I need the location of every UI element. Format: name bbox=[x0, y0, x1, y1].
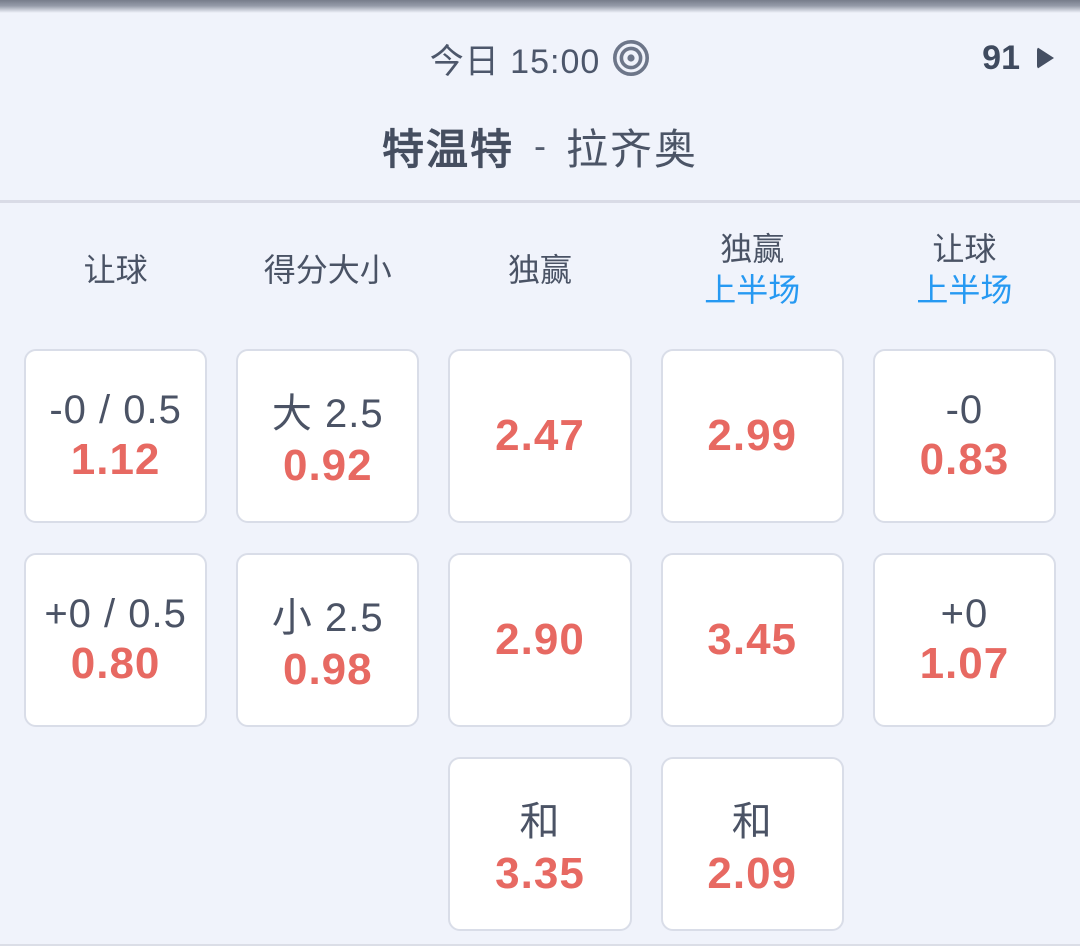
home-team-name: 特温特 bbox=[381, 125, 514, 173]
match-title: 特温特 - 拉齐奥 bbox=[0, 103, 1080, 189]
odds-line: +0 / 0.5 bbox=[44, 591, 187, 636]
market-header-handicap-first-half: 让球 上半场 bbox=[916, 231, 1013, 308]
odds-cell-handicap-fh-home[interactable]: -0 0.83 bbox=[872, 349, 1056, 523]
odds-value: 1.12 bbox=[70, 434, 161, 484]
odds-cell-moneyline-away[interactable]: 2.90 bbox=[448, 553, 632, 727]
market-headers-row: 让球 得分大小 独赢 独赢 上半场 让球 上半场 bbox=[0, 203, 1080, 323]
match-time: 今日 15:00 bbox=[429, 42, 601, 81]
odds-cell-moneyline-home[interactable]: 2.47 bbox=[448, 349, 632, 523]
odds-value: 0.98 bbox=[282, 645, 373, 694]
odds-line: 和 bbox=[731, 800, 773, 844]
odds-value: 1.07 bbox=[919, 638, 1010, 688]
odds-cell-under[interactable]: 小 2.5 0.98 bbox=[236, 553, 420, 727]
odds-value: 2.09 bbox=[707, 849, 798, 898]
odds-cell-moneyline-fh-away[interactable]: 3.45 bbox=[660, 553, 844, 727]
section-divider bbox=[0, 200, 1080, 203]
odds-cell-over[interactable]: 大 2.5 0.92 bbox=[236, 349, 420, 523]
odds-cell-handicap-away[interactable]: +0 / 0.5 0.80 bbox=[24, 553, 208, 727]
status-bar-shadow bbox=[0, 0, 1080, 13]
odds-value: 0.83 bbox=[919, 434, 1010, 484]
odds-value: 2.99 bbox=[707, 411, 798, 460]
play-arrow-icon bbox=[1037, 47, 1054, 69]
market-header-over-under: 得分大小 bbox=[263, 251, 392, 288]
odds-cell-moneyline-draw[interactable]: 和 3.35 bbox=[448, 757, 632, 931]
odds-cell-moneyline-fh-home[interactable]: 2.99 bbox=[660, 349, 844, 523]
empty-slot bbox=[24, 757, 207, 931]
market-header-handicap: 让球 bbox=[83, 251, 148, 288]
odds-value: 3.35 bbox=[495, 849, 585, 898]
odds-cell-moneyline-fh-draw[interactable]: 和 2.09 bbox=[660, 757, 844, 931]
odds-value: 0.92 bbox=[282, 441, 373, 490]
markets-count: 91 bbox=[982, 38, 1020, 77]
bottom-divider bbox=[0, 944, 1080, 946]
odds-grid: -0 / 0.5 1.12 大 2.5 0.92 2.47 2.99 -0 0.… bbox=[0, 349, 1080, 931]
away-team-name: 拉齐奥 bbox=[566, 125, 699, 173]
odds-line: 大 2.5 bbox=[271, 392, 384, 436]
empty-slot bbox=[236, 757, 419, 931]
odds-value: 2.47 bbox=[495, 411, 585, 460]
bullseye-icon bbox=[613, 39, 650, 77]
more-markets-button[interactable]: 91 bbox=[982, 13, 1054, 103]
odds-line: -0 / 0.5 bbox=[49, 387, 182, 432]
odds-value: 3.45 bbox=[707, 615, 798, 664]
odds-line: -0 bbox=[945, 387, 984, 432]
odds-line: +0 bbox=[940, 591, 989, 636]
market-header-moneyline-first-half: 独赢 上半场 bbox=[704, 231, 801, 308]
market-header-moneyline: 独赢 bbox=[507, 251, 572, 288]
match-time-row: 今日 15:00 91 bbox=[0, 13, 1080, 103]
empty-slot bbox=[873, 757, 1056, 931]
odds-cell-handicap-home[interactable]: -0 / 0.5 1.12 bbox=[24, 349, 208, 523]
team-separator: - bbox=[534, 125, 546, 166]
odds-line: 和 bbox=[519, 800, 561, 844]
odds-line: 小 2.5 bbox=[271, 596, 384, 640]
odds-cell-handicap-fh-away[interactable]: +0 1.07 bbox=[872, 553, 1056, 727]
odds-value: 0.80 bbox=[70, 638, 161, 688]
odds-value: 2.90 bbox=[495, 615, 585, 664]
